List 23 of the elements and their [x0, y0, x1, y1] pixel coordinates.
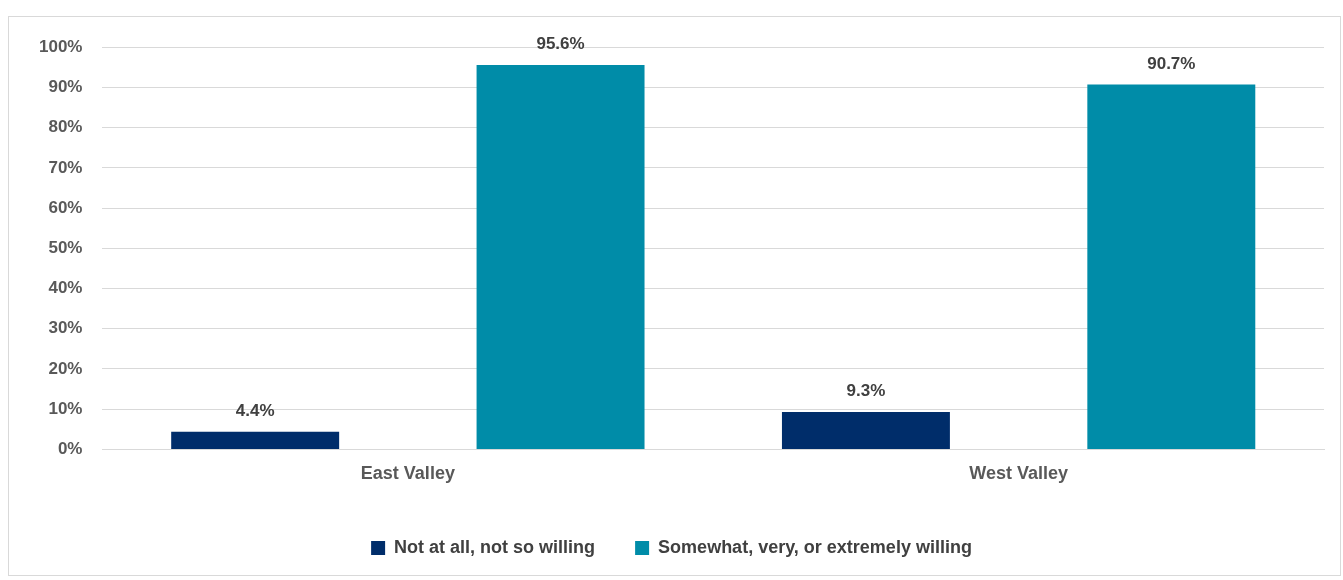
- y-tick-label: 40%: [48, 278, 83, 298]
- y-tick-label: 100%: [39, 36, 83, 56]
- bar: [1087, 84, 1256, 449]
- y-tick-label: 60%: [48, 197, 83, 217]
- bar: [171, 431, 340, 449]
- data-label: 4.4%: [235, 400, 275, 420]
- y-tick-label: 50%: [48, 237, 83, 257]
- legend-label: Somewhat, very, or extremely willing: [658, 536, 972, 557]
- y-tick-label: 20%: [48, 358, 83, 378]
- x-tick-label: East Valley: [360, 463, 455, 484]
- y-tick-label: 0%: [57, 439, 83, 459]
- y-tick-label: 90%: [48, 77, 83, 97]
- bar: [781, 412, 950, 449]
- data-label: 9.3%: [846, 381, 886, 401]
- y-tick-label: 30%: [48, 318, 83, 338]
- x-tick-label: West Valley: [969, 463, 1068, 484]
- y-tick-label: 80%: [48, 117, 83, 137]
- legend-label: Not at all, not so willing: [394, 536, 596, 557]
- y-tick-label: 70%: [48, 157, 83, 177]
- data-label: 95.6%: [536, 34, 585, 54]
- data-label: 90.7%: [1147, 53, 1196, 73]
- bar: [476, 64, 645, 449]
- y-tick-label: 10%: [48, 398, 83, 418]
